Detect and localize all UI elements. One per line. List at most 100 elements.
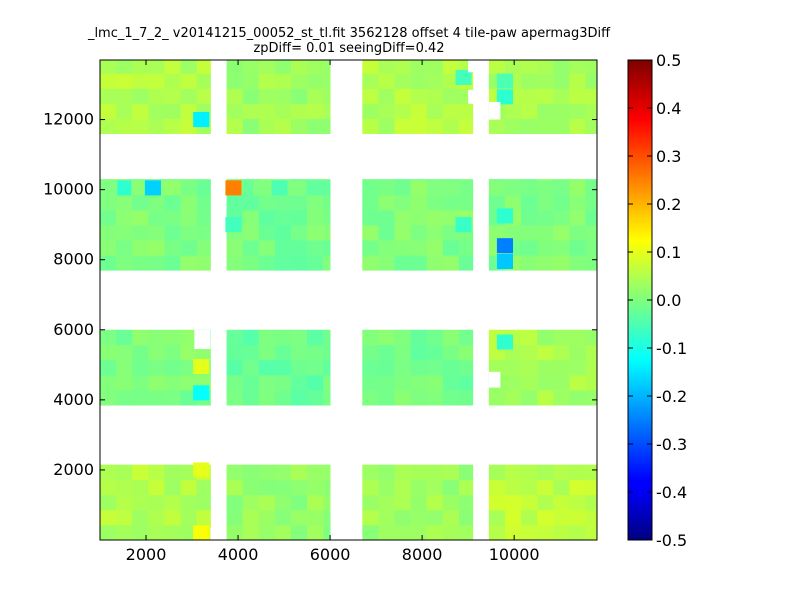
heatmap-cell (504, 374, 522, 391)
heatmap-cell (196, 179, 211, 181)
heatmap-cell (521, 88, 538, 104)
heatmap-cell (100, 329, 117, 346)
heatmap-cell (323, 240, 331, 256)
heatmap-cell (242, 494, 260, 511)
heatmap-cell (116, 73, 133, 89)
heatmap-cell (307, 73, 324, 89)
heatmap-cell (323, 329, 331, 346)
heatmap-cell (116, 118, 133, 134)
heatmap-cell (569, 60, 586, 74)
heatmap-cell (442, 73, 460, 89)
heatmap-cell (585, 359, 598, 376)
plot-background (100, 60, 597, 540)
heatmap-cell (537, 103, 554, 119)
heatmap-cell (504, 494, 522, 511)
heatmap-cell (196, 255, 211, 271)
heatmap-cell (323, 194, 331, 211)
heatmap-cell (274, 118, 292, 134)
heatmap-cell (226, 359, 244, 376)
heatmap-cell (290, 103, 308, 119)
heatmap-cell (274, 225, 292, 241)
heatmap-cell (585, 179, 598, 196)
heatmap-cell (242, 479, 260, 496)
heatmap-cell (394, 524, 412, 541)
heatmap-cell (100, 494, 117, 511)
heatmap-cell (148, 73, 165, 89)
heatmap-cell (537, 359, 554, 376)
heatmap-cell (290, 494, 308, 511)
heatmap-cell (226, 329, 244, 346)
heatmap-cell (307, 118, 324, 134)
heatmap-cell (274, 359, 292, 376)
heatmap-cell (290, 344, 308, 361)
heatmap-cell (442, 344, 460, 361)
y-tick-label: 4000 (53, 390, 94, 409)
heatmap-cell (426, 179, 444, 181)
heatmap-cell (426, 464, 444, 481)
heatmap-cell (521, 344, 538, 361)
heatmap-cell (410, 179, 428, 196)
heatmap-cell (180, 255, 198, 271)
heatmap-cell-empty (210, 527, 227, 540)
heatmap-cell (378, 194, 395, 211)
heatmap-cell (504, 60, 522, 74)
heatmap-cell-empty (488, 371, 501, 388)
heatmap-cell (180, 225, 198, 241)
heatmap-cell (132, 225, 149, 241)
heatmap-cell (537, 329, 554, 346)
heatmap-cell (410, 479, 428, 496)
heatmap-cell (504, 524, 522, 541)
heatmap-cell (180, 390, 198, 406)
heatmap-cell (196, 509, 211, 526)
heatmap-cell-highlight (455, 69, 472, 86)
heatmap-cell (537, 494, 554, 511)
heatmap-cell (226, 60, 244, 74)
heatmap-cell (226, 103, 244, 119)
heatmap-cell (100, 118, 117, 134)
heatmap-cell (569, 118, 586, 134)
heatmap-cell (394, 73, 412, 89)
heatmap-cell (378, 344, 395, 361)
heatmap-cell (569, 494, 586, 511)
heatmap-cell-empty (468, 60, 489, 73)
heatmap-cell (521, 524, 538, 541)
heatmap-cell (569, 509, 586, 526)
x-tick-label: 4000 (218, 545, 259, 564)
heatmap-cell (307, 344, 324, 361)
heatmap-cell (488, 524, 506, 541)
heatmap-cell (116, 374, 133, 391)
heatmap-cell (242, 374, 260, 391)
heatmap-cell-highlight (193, 462, 210, 478)
heatmap-cell (164, 374, 181, 391)
heatmap-cell (488, 464, 506, 481)
heatmap-cell (274, 494, 292, 511)
heatmap-cell (585, 374, 598, 391)
heatmap-cell (537, 390, 554, 406)
heatmap-cell (553, 329, 570, 346)
heatmap-cell (258, 509, 276, 526)
heatmap-cell (569, 390, 586, 406)
heatmap-cell (553, 390, 570, 406)
heatmap-cell (585, 344, 598, 361)
heatmap-cell (132, 479, 149, 496)
heatmap-cell (307, 329, 324, 346)
heatmap-cell (426, 479, 444, 496)
heatmap-cell (242, 509, 260, 526)
heatmap-cell (488, 118, 506, 134)
heatmap-cell (537, 88, 554, 104)
heatmap-cell (458, 524, 474, 541)
heatmap-cell (362, 524, 379, 541)
heatmap-cell (258, 374, 276, 391)
heatmap-cell (290, 88, 308, 104)
heatmap-cell (553, 374, 570, 391)
heatmap-cell (426, 374, 444, 391)
heatmap-cell (290, 73, 308, 89)
heatmap-cell (378, 60, 395, 74)
heatmap-cell (323, 88, 331, 104)
heatmap-cell (378, 374, 395, 391)
heatmap-cell (116, 509, 133, 526)
heatmap-cell (290, 255, 308, 271)
heatmap-cell-highlight (271, 180, 288, 196)
heatmap-cell-highlight (443, 180, 461, 196)
heatmap-cell (242, 390, 260, 406)
